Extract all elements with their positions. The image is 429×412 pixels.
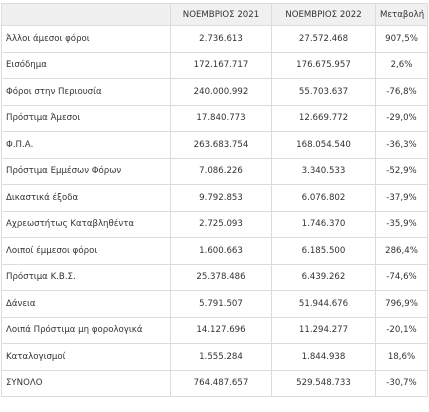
cell: -36,3% <box>375 131 428 159</box>
cell: 1.844.938 <box>271 343 376 371</box>
cell: 12.669.772 <box>271 104 376 132</box>
row-label: Πρόστιμα Κ.Β.Σ. <box>1 263 171 291</box>
cell: 172.167.717 <box>170 51 272 79</box>
cell: 168.054.540 <box>271 131 376 159</box>
cell: 6.076.802 <box>271 184 376 212</box>
row-label: Πρόστιμα Εμμέσων Φόρων <box>1 157 171 185</box>
table-row: Λοιπά Πρόστιμα μη φορολογικά 14.127.696 11… <box>1 316 428 344</box>
cell: -74,6% <box>375 263 428 291</box>
header-cell: ΝΟΕΜΒΡΙΟΣ 2021 <box>170 3 272 26</box>
table-row: Δάνεια 5.791.507 51.944.676 796,9% <box>1 290 428 318</box>
row-label: Καταλογισμοί <box>1 343 171 371</box>
cell: 18,6% <box>375 343 428 371</box>
table-row: Δικαστικά έξοδα 9.792.853 6.076.802 -37,9% <box>1 184 428 212</box>
table-row: Πρόστιμα Κ.Β.Σ. 25.378.486 6.439.262 -74,6% <box>1 263 428 291</box>
cell: 240.000.992 <box>170 78 272 106</box>
cell: 176.675.957 <box>271 51 376 79</box>
cell: 55.703.637 <box>271 78 376 106</box>
row-label: Αχρεωστήτως Καταβληθέντα <box>1 210 171 238</box>
header-row: ΝΟΕΜΒΡΙΟΣ 2021 ΝΟΕΜΒΡΙΟΣ 2022 Μεταβολή <box>1 3 428 26</box>
row-label: Δάνεια <box>1 290 171 318</box>
table-row: Φόροι στην Περιουσία 240.000.992 55.703.63… <box>1 78 428 106</box>
cell: 796,9% <box>375 290 428 318</box>
cell: 51.944.676 <box>271 290 376 318</box>
cell: 6.439.262 <box>271 263 376 291</box>
data-table: ΝΟΕΜΒΡΙΟΣ 2021 ΝΟΕΜΒΡΙΟΣ 2022 Μεταβολή Άλλ… <box>1 3 428 397</box>
cell: -35,9% <box>375 210 428 238</box>
header-cell <box>1 3 171 26</box>
cell: -52,9% <box>375 157 428 185</box>
header-cell: ΝΟΕΜΒΡΙΟΣ 2022 <box>271 3 376 26</box>
row-label: ΣΥΝΟΛΟ <box>1 369 171 397</box>
cell: 5.791.507 <box>170 290 272 318</box>
cell: 14.127.696 <box>170 316 272 344</box>
cell: 1.600.663 <box>170 237 272 265</box>
table-row: Λοιποί έμμεσοι φόροι 1.600.663 6.185.500 28… <box>1 237 428 265</box>
cell: 2.725.093 <box>170 210 272 238</box>
cell: 6.185.500 <box>271 237 376 265</box>
cell: 529.548.733 <box>271 369 376 397</box>
table-row: Φ.Π.Α. 263.683.754 168.054.540 -36,3% <box>1 131 428 159</box>
table-row: Εισόδημα 172.167.717 176.675.957 2,6% <box>1 51 428 79</box>
row-label: Δικαστικά έξοδα <box>1 184 171 212</box>
cell: 7.086.226 <box>170 157 272 185</box>
row-label: Λοιποί έμμεσοι φόροι <box>1 237 171 265</box>
cell: 27.572.468 <box>271 25 376 53</box>
cell: 1.555.284 <box>170 343 272 371</box>
table-row: ΣΥΝΟΛΟ 764.487.657 529.548.733 -30,7% <box>1 369 428 397</box>
row-label: Φ.Π.Α. <box>1 131 171 159</box>
cell: -20,1% <box>375 316 428 344</box>
cell: 11.294.277 <box>271 316 376 344</box>
table-row: Πρόστιμα Άμεσοι 17.840.773 12.669.772 -29,0… <box>1 104 428 132</box>
cell: -76,8% <box>375 78 428 106</box>
table-row: Πρόστιμα Εμμέσων Φόρων 7.086.226 3.340.533… <box>1 157 428 185</box>
cell: 1.746.370 <box>271 210 376 238</box>
row-label: Άλλοι άμεσοι φόροι <box>1 25 171 53</box>
cell: 286,4% <box>375 237 428 265</box>
cell: 764.487.657 <box>170 369 272 397</box>
table-body: ΝΟΕΜΒΡΙΟΣ 2021 ΝΟΕΜΒΡΙΟΣ 2022 Μεταβολή Άλλ… <box>1 3 428 397</box>
cell: 9.792.853 <box>170 184 272 212</box>
row-label: Πρόστιμα Άμεσοι <box>1 104 171 132</box>
cell: -37,9% <box>375 184 428 212</box>
header-cell: Μεταβολή <box>375 3 428 26</box>
cell: 907,5% <box>375 25 428 53</box>
row-label: Φόροι στην Περιουσία <box>1 78 171 106</box>
table-row: Άλλοι άμεσοι φόροι 2.736.613 27.572.468 907… <box>1 25 428 53</box>
row-label: Λοιπά Πρόστιμα μη φορολογικά <box>1 316 171 344</box>
cell: -29,0% <box>375 104 428 132</box>
cell: 2.736.613 <box>170 25 272 53</box>
cell: 3.340.533 <box>271 157 376 185</box>
cell: 2,6% <box>375 51 428 79</box>
table-row: Αχρεωστήτως Καταβληθέντα 2.725.093 1.746.3… <box>1 210 428 238</box>
table-row: Καταλογισμοί 1.555.284 1.844.938 18,6% <box>1 343 428 371</box>
row-label: Εισόδημα <box>1 51 171 79</box>
cell: 263.683.754 <box>170 131 272 159</box>
cell: -30,7% <box>375 369 428 397</box>
cell: 17.840.773 <box>170 104 272 132</box>
cell: 25.378.486 <box>170 263 272 291</box>
